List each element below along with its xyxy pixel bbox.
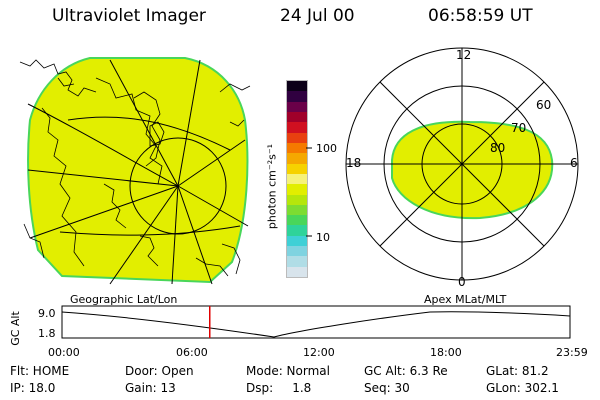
date-label: 24 Jul 00 (280, 6, 355, 26)
left-projection-label: Geographic Lat/Lon (70, 293, 178, 306)
lat-label-80: 80 (490, 141, 506, 155)
altitude-tick-1-8: 1.8 (38, 327, 56, 340)
time-tick-0600: 06:00 (176, 346, 208, 359)
status-glat: GLat: 81.2 (486, 364, 549, 378)
altitude-curve (61, 311, 571, 338)
time-tick-1800: 18:00 (430, 346, 462, 359)
colorbar-segment (287, 256, 307, 267)
polar-grid (345, 47, 579, 281)
status-ip: IP: 18.0 (10, 381, 56, 395)
lat-lon-grid (27, 59, 249, 285)
colorbar-tickmarks (306, 147, 312, 237)
status-door: Door: Open (125, 364, 194, 378)
mlt-label-6: 6 (570, 156, 578, 170)
colorbar-segment (287, 132, 307, 143)
colorbar-segment (287, 112, 307, 123)
time-tick-2359: 23:59 (556, 346, 588, 359)
mlt-label-0: 0 (458, 275, 466, 289)
colorbar-segment (287, 266, 307, 277)
colorbar (286, 80, 308, 278)
colorbar-segment (287, 194, 307, 205)
colorbar-tick-100: 100 (316, 142, 337, 155)
colorbar-segment (287, 235, 307, 247)
coastlines (19, 59, 251, 277)
instrument-title: Ultraviolet Imager (52, 6, 206, 26)
status-flt: Flt: HOME (10, 364, 70, 378)
colorbar-tick-10: 10 (316, 231, 330, 244)
mlt-label-18: 18 (346, 156, 362, 170)
status-gain: Gain: 13 (125, 381, 176, 395)
time-tick-0000: 00:00 (48, 346, 80, 359)
colorbar-segment (287, 225, 307, 236)
status-dsp: Dsp: 1.8 (246, 381, 312, 395)
status-seq: Seq: 30 (364, 381, 410, 395)
time-tick-1200: 12:00 (303, 346, 335, 359)
colorbar-segment (287, 101, 307, 112)
lat-label-70: 70 (511, 121, 527, 135)
colorbar-segment (287, 163, 307, 174)
colorbar-segment (287, 142, 307, 154)
colorbar-segment (287, 215, 307, 226)
colorbar-segment (287, 173, 307, 185)
colorbar-segment (287, 81, 307, 92)
time-label: 06:58:59 UT (428, 6, 533, 26)
colorbar-segment (287, 91, 307, 102)
status-mode: Mode: Normal (246, 364, 330, 378)
mlt-label-12: 12 (456, 48, 472, 62)
colorbar-segment (287, 184, 307, 195)
status-gc-alt: GC Alt: 6.3 Re (364, 364, 448, 378)
altitude-tick-9: 9.0 (38, 307, 56, 320)
right-projection-label: Apex MLat/MLT (424, 293, 507, 306)
uv-image-left (27, 57, 249, 284)
status-glon: GLon: 302.1 (486, 381, 559, 395)
colorbar-segment (287, 204, 307, 216)
colorbar-segment (287, 246, 307, 257)
colorbar-segment (287, 122, 307, 133)
lat-label-60: 60 (536, 98, 552, 112)
colorbar-segment (287, 153, 307, 164)
